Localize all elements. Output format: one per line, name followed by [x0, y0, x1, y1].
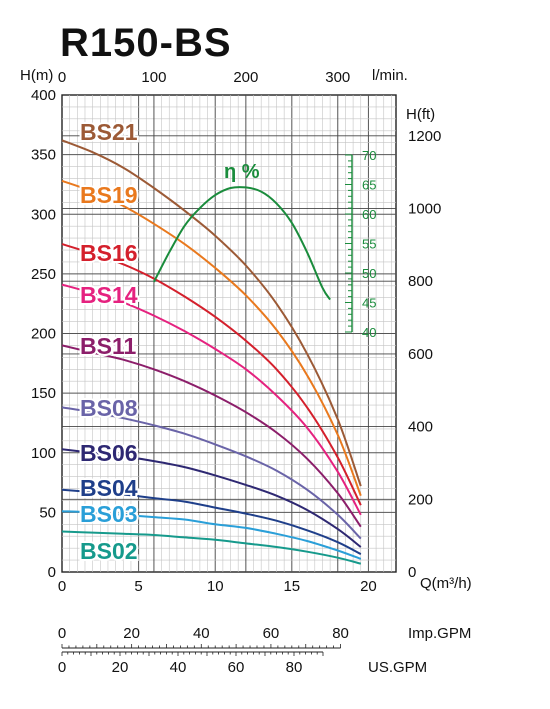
gpm-tick-label: 20 [112, 659, 129, 676]
curve-bs08 [61, 406, 362, 540]
y-tick-label: 50 [39, 504, 56, 521]
lpm-tick-label: 100 [141, 69, 166, 86]
efficiency-label: η % [224, 161, 260, 183]
y-tick-label: 150 [31, 385, 56, 402]
plot-grid [61, 94, 397, 573]
ft-tick-label: 400 [408, 419, 433, 436]
gpm-scales: 0 20 40 60 80 Imp.GPM 0 20 40 60 80 US.GPM [58, 625, 472, 676]
gpm-tick-label: 60 [263, 625, 280, 642]
efficiency-curve [153, 186, 331, 301]
ft-tick-label: 200 [408, 491, 433, 508]
gpm-tick-label: 0 [58, 659, 66, 676]
x-axis-unit-bottom: Q(m³/h) [420, 575, 472, 592]
x-tick-label: 10 [207, 578, 224, 595]
series-label-bs14: BS14 [80, 282, 138, 308]
ft-tick-label: 800 [408, 273, 433, 290]
series-label-bs04: BS04 [80, 475, 138, 501]
series-label-bs03: BS03 [80, 501, 138, 527]
y-tick-label: 300 [31, 206, 56, 223]
y-tick-label: 250 [31, 266, 56, 283]
x-tick-label: 20 [360, 578, 377, 595]
curve-bs21 [61, 139, 362, 487]
efficiency-tick-label: 55 [362, 237, 376, 252]
efficiency-tick-label: 45 [362, 296, 376, 311]
gpm-tick-label: 60 [228, 659, 245, 676]
efficiency-tick-label: 40 [362, 325, 376, 340]
efficiency-scale: 40 45 50 55 60 65 70 η % [224, 148, 376, 340]
y-tick-label: 400 [31, 87, 56, 104]
ft-tick-label: 600 [408, 346, 433, 363]
curve-bs19 [61, 179, 362, 497]
curve-bs02 [61, 530, 362, 565]
x-tick-label: 5 [134, 578, 142, 595]
series-label-bs08: BS08 [80, 395, 138, 421]
lpm-tick-label: 0 [58, 69, 66, 86]
curve-bs16 [61, 243, 362, 506]
lpm-tick-label: 300 [325, 69, 350, 86]
series-label-bs19: BS19 [80, 182, 138, 208]
curve-bs06 [61, 448, 362, 548]
ft-tick-label: 1000 [408, 201, 441, 218]
gpm-tick-label: 20 [123, 625, 140, 642]
series-label-bs11: BS11 [80, 333, 136, 359]
x-tick-label: 15 [283, 578, 300, 595]
series-label-bs21: BS21 [80, 119, 138, 145]
head-curves [61, 139, 362, 565]
gpm-unit-label: Imp.GPM [408, 625, 471, 642]
efficiency-tick-label: 50 [362, 266, 376, 281]
gpm-tick-label: 80 [332, 625, 349, 642]
efficiency-tick-label: 60 [362, 207, 376, 222]
series-label-bs06: BS06 [80, 440, 138, 466]
gpm-unit-label: US.GPM [368, 659, 427, 676]
lpm-tick-label: 200 [233, 69, 258, 86]
y-tick-label: 350 [31, 147, 56, 164]
y-tick-label: 200 [31, 326, 56, 343]
efficiency-line [153, 186, 331, 301]
series-label-bs02: BS02 [80, 538, 138, 564]
chart-title: R150-BS [60, 21, 232, 65]
y-axis-unit-right: H(ft) [406, 106, 435, 123]
series-label-bs16: BS16 [80, 240, 138, 266]
gpm-tick-label: 40 [193, 625, 210, 642]
gpm-tick-label: 40 [170, 659, 187, 676]
y-tick-label: 0 [48, 564, 56, 581]
x-axis-unit-top: l/min. [372, 67, 408, 84]
y-axis-unit-left: H(m) [20, 67, 53, 84]
efficiency-tick-label: 70 [362, 148, 376, 163]
curve-bs14 [61, 283, 362, 516]
curve-bs03 [61, 510, 362, 560]
x-tick-label: 0 [58, 578, 66, 595]
ft-tick-label: 0 [408, 564, 416, 581]
gpm-tick-label: 0 [58, 625, 66, 642]
y-tick-label: 100 [31, 445, 56, 462]
curve-bs11 [61, 344, 362, 528]
gpm-tick-label: 80 [286, 659, 303, 676]
efficiency-tick-label: 65 [362, 178, 376, 193]
curve-bs04 [61, 488, 362, 555]
ft-tick-label: 1200 [408, 128, 441, 145]
